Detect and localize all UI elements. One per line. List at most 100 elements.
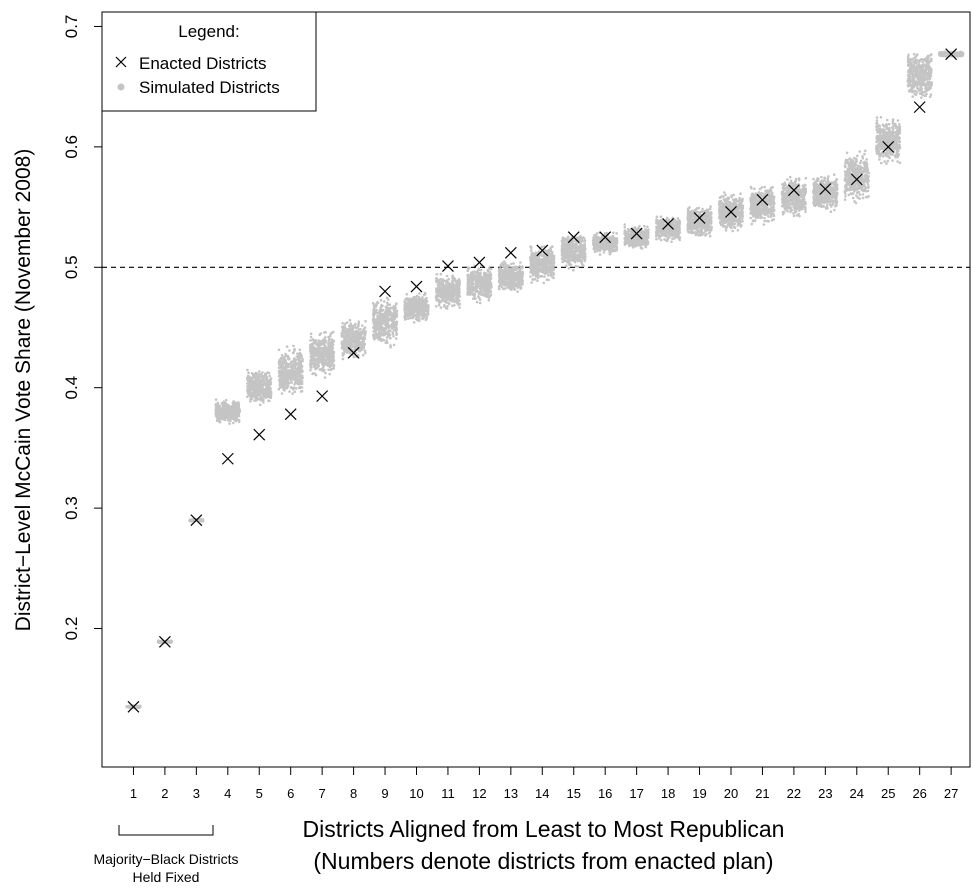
simulated-point: [388, 308, 391, 312]
simulated-point: [564, 237, 568, 241]
simulated-point: [246, 378, 249, 382]
simulated-point: [540, 274, 544, 278]
simulated-point: [477, 295, 480, 298]
simulated-point: [442, 279, 446, 283]
simulated-point: [499, 277, 502, 281]
simulated-point: [326, 356, 329, 360]
simulated-point: [318, 333, 322, 337]
simulated-district-cloud: [277, 344, 304, 395]
simulated-point: [471, 278, 475, 282]
simulated-point: [405, 311, 409, 315]
simulated-point: [136, 705, 140, 708]
simulated-point: [342, 334, 346, 338]
simulated-point: [452, 278, 455, 281]
simulated-point: [341, 352, 345, 355]
simulated-point: [228, 418, 232, 422]
simulated-point: [285, 370, 288, 374]
simulated-point: [372, 336, 376, 340]
simulated-point: [536, 279, 539, 283]
simulated-point: [394, 330, 398, 333]
simulated-point: [296, 366, 300, 369]
simulated-point: [562, 253, 566, 257]
simulated-point: [418, 299, 422, 302]
simulated-point: [487, 278, 490, 281]
simulated-point: [466, 269, 470, 273]
simulated-point: [480, 290, 483, 293]
simulated-point: [379, 314, 382, 318]
simulated-point: [576, 258, 579, 262]
simulated-point: [394, 337, 398, 340]
simulated-point: [269, 386, 272, 390]
simulated-point: [257, 381, 261, 385]
simulated-point: [231, 417, 234, 420]
simulated-point: [476, 286, 480, 289]
simulated-point: [578, 251, 582, 255]
simulated-point: [296, 352, 299, 356]
simulated-point: [227, 409, 231, 412]
simulated-point: [436, 283, 440, 287]
simulated-point: [281, 365, 285, 369]
simulated-point: [561, 240, 565, 243]
simulated-point: [372, 308, 376, 312]
simulated-point: [314, 338, 317, 342]
simulated-point: [262, 387, 266, 391]
simulated-point: [363, 342, 367, 346]
simulated-point: [516, 290, 519, 293]
simulated-point: [484, 278, 487, 282]
simulated-point: [281, 362, 285, 365]
simulated-point: [423, 306, 427, 310]
simulated-point: [259, 372, 263, 376]
simulated-point: [543, 275, 546, 278]
simulated-point: [458, 294, 461, 298]
simulated-point: [217, 417, 221, 421]
simulated-point: [300, 382, 304, 386]
simulated-point: [417, 315, 420, 319]
simulated-point: [378, 325, 382, 329]
simulated-point: [454, 285, 458, 288]
simulated-point: [332, 359, 336, 362]
simulated-point: [477, 276, 480, 279]
simulated-point: [287, 381, 291, 385]
simulated-point: [518, 275, 521, 279]
simulated-point: [215, 409, 219, 413]
plot-frame: [101, 11, 971, 768]
simulated-point: [544, 272, 547, 275]
simulated-point: [309, 332, 313, 336]
simulated-point: [372, 334, 375, 337]
simulated-point: [466, 288, 470, 292]
simulated-point: [382, 320, 386, 324]
simulated-point: [232, 421, 235, 425]
simulated-point: [510, 283, 514, 287]
simulated-point: [451, 296, 455, 299]
simulated-point: [483, 274, 486, 278]
simulated-point: [409, 311, 412, 315]
simulated-point: [513, 273, 516, 277]
simulated-point: [475, 281, 478, 284]
simulated-point: [469, 281, 473, 285]
simulated-point: [352, 345, 355, 348]
simulated-point: [286, 374, 290, 377]
simulated-point: [257, 397, 261, 401]
simulated-point: [567, 256, 571, 260]
simulated-point: [234, 401, 237, 405]
simulated-point: [313, 357, 316, 361]
simulated-point: [221, 414, 225, 418]
simulated-point: [287, 357, 290, 361]
simulated-point: [285, 345, 289, 348]
simulated-point: [330, 341, 333, 344]
simulated-point: [317, 347, 321, 351]
simulated-point: [268, 395, 272, 399]
simulated-point: [237, 412, 240, 415]
simulated-point: [552, 276, 555, 280]
simulated-point: [349, 352, 352, 355]
simulated-point: [384, 332, 388, 336]
simulated-point: [299, 380, 303, 383]
simulated-point: [258, 388, 262, 391]
simulated-point: [443, 291, 447, 295]
simulated-point: [439, 295, 443, 299]
simulated-point: [343, 338, 346, 341]
simulated-point: [568, 247, 571, 251]
simulated-point: [331, 343, 335, 347]
simulated-point: [295, 371, 298, 375]
simulated-point: [530, 246, 533, 249]
